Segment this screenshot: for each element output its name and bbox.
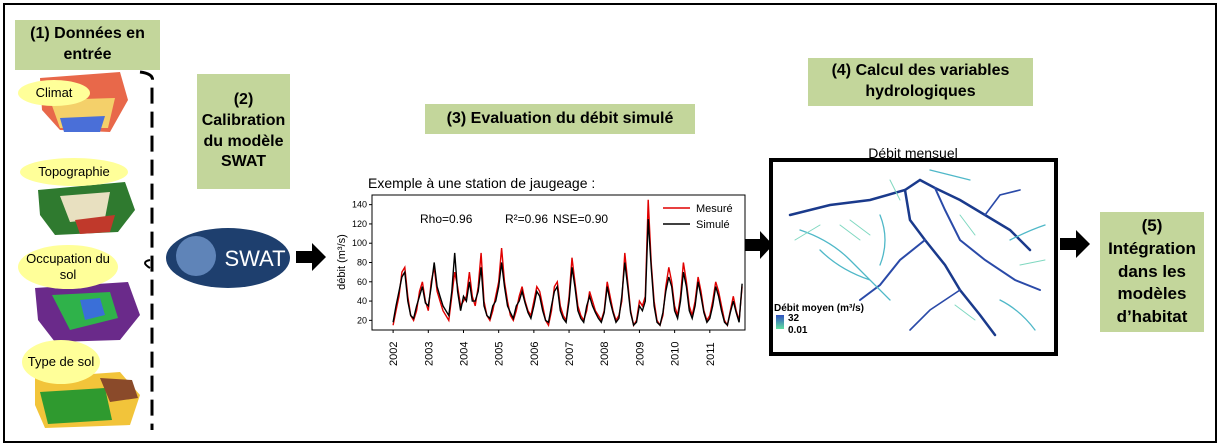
chart: Exemple à une station de jaugeage : débit… bbox=[336, 175, 745, 366]
annotation: NSE=0.90 bbox=[553, 212, 608, 226]
x-tick-label: 2005 bbox=[494, 342, 506, 366]
x-tick-label: 2004 bbox=[458, 342, 470, 366]
swat-logo-text: SWAT bbox=[224, 246, 285, 271]
bracket bbox=[140, 72, 153, 430]
annotation: R²=0.96 bbox=[505, 212, 548, 226]
land-use-map bbox=[35, 282, 140, 342]
input-label: Topographie bbox=[20, 158, 128, 186]
page: SWAT Débit moyen (m³/s) 32 0.01 Débit me… bbox=[0, 0, 1219, 445]
x-tick-label: 2008 bbox=[599, 342, 611, 366]
y-axis-label: débit (m³/s) bbox=[336, 234, 348, 290]
input-label: Occupation du sol bbox=[18, 245, 118, 289]
arrow bbox=[1060, 230, 1090, 258]
map-frame bbox=[771, 160, 1056, 354]
y-tick-label: 140 bbox=[352, 200, 367, 210]
arrow bbox=[745, 231, 773, 259]
step-box: (2) Calibration du modèle SWAT bbox=[197, 74, 290, 189]
x-tick-label: 2002 bbox=[388, 342, 400, 366]
diagram: SWAT Débit moyen (m³/s) 32 0.01 Débit me… bbox=[0, 0, 1219, 445]
x-tick-label: 2007 bbox=[564, 342, 576, 366]
step-box: (5) Intégration dans les modèles d’habit… bbox=[1100, 212, 1204, 332]
topography-map bbox=[38, 182, 135, 235]
x-tick-label: 2003 bbox=[423, 342, 435, 366]
x-tick-label: 2009 bbox=[634, 342, 646, 366]
y-tick-label: 20 bbox=[357, 315, 367, 325]
x-tick-label: 2011 bbox=[705, 342, 717, 366]
y-tick-label: 60 bbox=[357, 277, 367, 287]
y-tick-label: 100 bbox=[352, 238, 367, 248]
x-tick-label: 2010 bbox=[670, 342, 682, 366]
step-box: (4) Calcul des variables hydrologiques bbox=[808, 58, 1033, 106]
x-tick-label: 2006 bbox=[529, 342, 541, 366]
map-legend-max: 32 bbox=[788, 313, 800, 324]
input-label: Type de sol bbox=[22, 340, 100, 384]
annotation: Rho=0.96 bbox=[420, 212, 473, 226]
colorbar bbox=[776, 315, 784, 329]
y-tick-label: 120 bbox=[352, 219, 367, 229]
chart-title: Exemple à une station de jaugeage : bbox=[368, 175, 595, 191]
step-box: (3) Evaluation du débit simulé bbox=[425, 104, 695, 134]
step-box: (1) Données en entrée bbox=[15, 20, 160, 70]
map-legend-min: 0.01 bbox=[788, 325, 808, 336]
input-label: Climat bbox=[18, 80, 90, 106]
y-tick-label: 40 bbox=[357, 296, 367, 306]
legend-label: Mesuré bbox=[696, 203, 733, 215]
swat-globe bbox=[176, 236, 216, 276]
arrow bbox=[296, 243, 326, 271]
bracket-tip bbox=[145, 260, 150, 268]
series-line bbox=[393, 219, 742, 325]
y-tick-label: 80 bbox=[357, 258, 367, 268]
legend-label: Simulé bbox=[696, 219, 730, 231]
map-title: Débit mensuel bbox=[868, 145, 958, 161]
